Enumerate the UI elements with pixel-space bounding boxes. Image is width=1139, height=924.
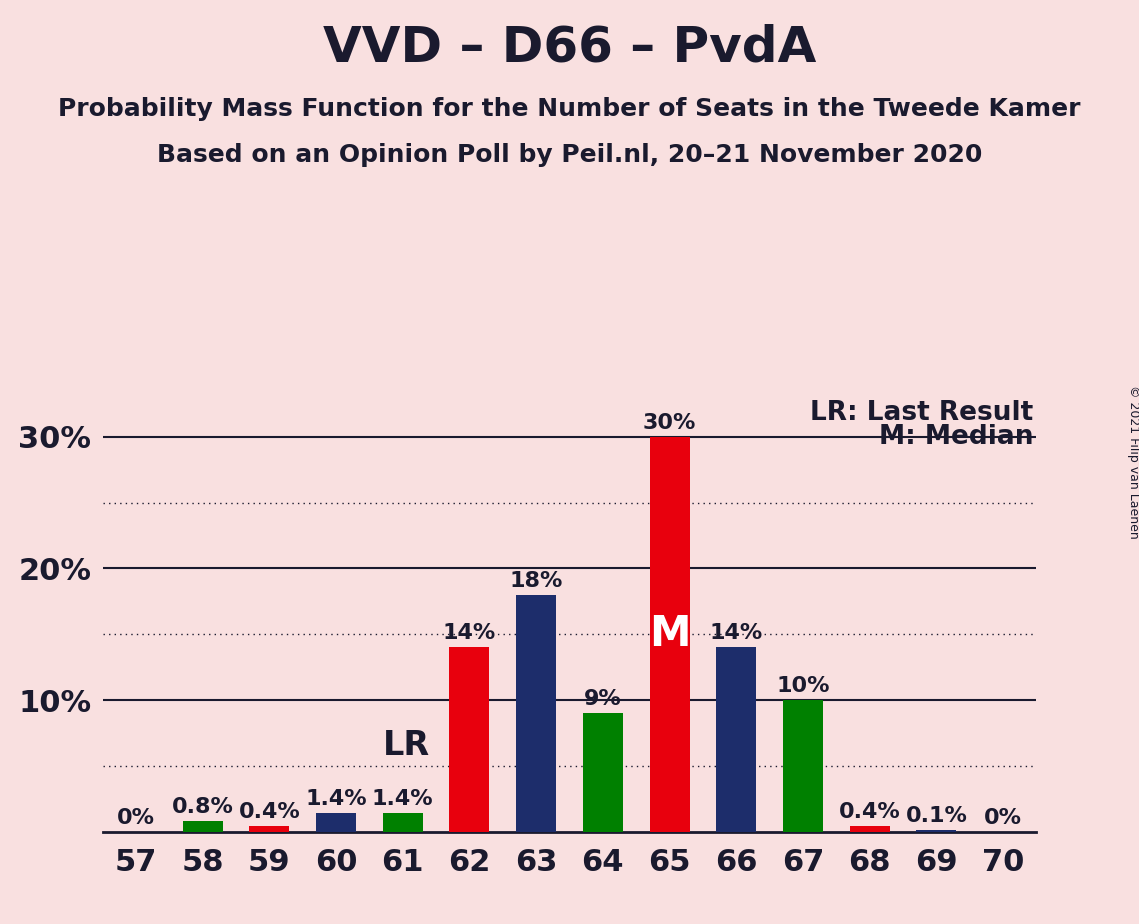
Text: 0.4%: 0.4% bbox=[838, 802, 901, 822]
Text: 0.4%: 0.4% bbox=[238, 802, 301, 822]
Text: 14%: 14% bbox=[443, 624, 497, 643]
Bar bbox=[850, 826, 890, 832]
Text: Based on an Opinion Poll by Peil.nl, 20–21 November 2020: Based on an Opinion Poll by Peil.nl, 20–… bbox=[157, 143, 982, 167]
Text: M: Median: M: Median bbox=[878, 423, 1033, 450]
Text: 18%: 18% bbox=[509, 571, 563, 590]
Bar bbox=[782, 700, 823, 832]
Text: 0.8%: 0.8% bbox=[172, 797, 233, 817]
Bar bbox=[583, 713, 623, 832]
Bar bbox=[383, 813, 423, 832]
Bar bbox=[716, 648, 756, 832]
Bar bbox=[649, 437, 689, 832]
Text: Probability Mass Function for the Number of Seats in the Tweede Kamer: Probability Mass Function for the Number… bbox=[58, 97, 1081, 121]
Text: 1.4%: 1.4% bbox=[372, 789, 434, 809]
Bar bbox=[249, 826, 289, 832]
Text: M: M bbox=[649, 614, 690, 655]
Text: LR: Last Result: LR: Last Result bbox=[810, 400, 1033, 426]
Bar bbox=[917, 831, 957, 832]
Text: 0%: 0% bbox=[117, 808, 155, 828]
Bar bbox=[450, 648, 490, 832]
Bar bbox=[182, 821, 222, 832]
Text: 0.1%: 0.1% bbox=[906, 807, 967, 826]
Text: 0%: 0% bbox=[984, 808, 1022, 828]
Bar bbox=[516, 595, 556, 832]
Text: © 2021 Filip van Laenen: © 2021 Filip van Laenen bbox=[1126, 385, 1139, 539]
Text: 14%: 14% bbox=[710, 624, 763, 643]
Text: VVD – D66 – PvdA: VVD – D66 – PvdA bbox=[322, 23, 817, 71]
Text: 1.4%: 1.4% bbox=[305, 789, 367, 809]
Bar bbox=[316, 813, 357, 832]
Text: LR: LR bbox=[383, 729, 429, 762]
Text: 10%: 10% bbox=[777, 676, 829, 696]
Text: 9%: 9% bbox=[584, 689, 622, 710]
Text: 30%: 30% bbox=[642, 413, 696, 432]
